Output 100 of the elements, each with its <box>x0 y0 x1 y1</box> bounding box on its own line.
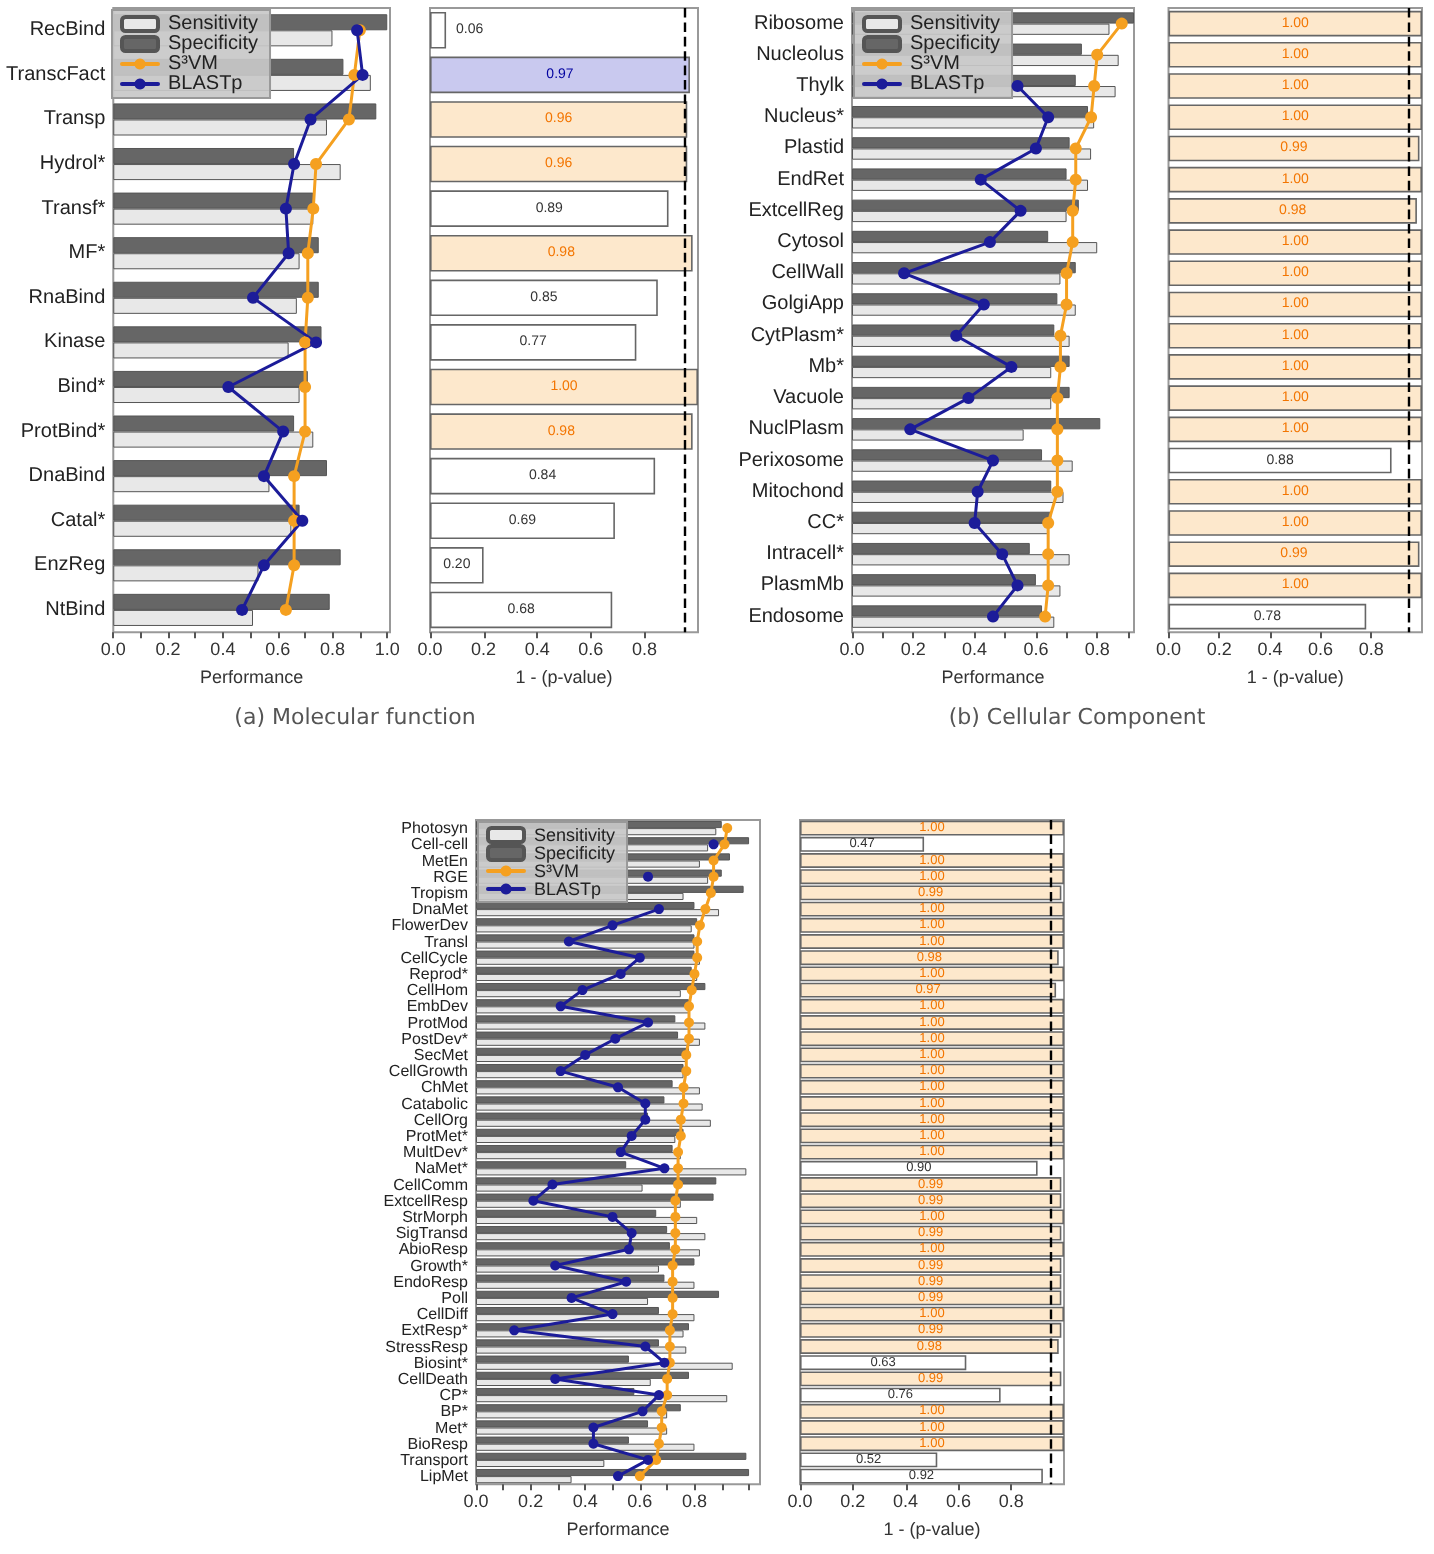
x-tick-label: 0.4 <box>962 639 988 660</box>
x-tick-label: 0.2 <box>155 639 181 660</box>
legend-label: Sensitivity <box>534 825 617 845</box>
y-tick-label: TranscFact <box>6 63 106 86</box>
x-tick-label: 1.0 <box>374 639 400 660</box>
x-axis-title: 1 - (p-value) <box>883 1519 981 1539</box>
y-tick-label: PostDev* <box>401 1029 468 1048</box>
y-tick-label: RnaBind <box>28 286 106 309</box>
y-tick-label: AbioResp <box>398 1240 470 1259</box>
legend-label: S³VM <box>910 53 960 75</box>
y-tick-label: ProtMod <box>407 1013 468 1032</box>
y-tick-label: CellComm <box>393 1175 469 1194</box>
y-tick-label: BP* <box>440 1402 468 1421</box>
y-tick-label: Intracell* <box>766 543 845 566</box>
x-tick-label: 0.8 <box>998 1491 1024 1512</box>
y-tick-label: SecMet <box>413 1045 470 1064</box>
x-tick-label: 0.4 <box>210 639 236 660</box>
y-tick-label: StressResp <box>385 1337 470 1356</box>
y-tick-label: Nucleus* <box>763 106 845 129</box>
x-axis-title: 1 - (p-value) <box>515 667 613 687</box>
y-tick-label: Photosyn <box>401 819 468 838</box>
x-tick-label: 0.6 <box>265 639 291 660</box>
y-tick-label: EndRet <box>777 168 845 191</box>
y-tick-label: PlasmMb <box>760 574 845 597</box>
x-tick-label: 0.2 <box>1206 639 1232 660</box>
y-tick-label: Mb* <box>808 355 845 378</box>
y-tick-label: ProtMet* <box>405 1126 468 1145</box>
legend-label: BLASTp <box>910 73 986 95</box>
y-tick-label: StrMorph <box>402 1207 468 1226</box>
y-tick-label: RecBind <box>29 19 106 42</box>
y-tick-label: Endosome <box>748 605 845 628</box>
y-tick-label: LipMet <box>419 1467 470 1486</box>
y-tick-label: Poll <box>441 1288 469 1307</box>
legend-label: Sensitivity <box>910 13 1001 35</box>
x-tick-label: 0.0 <box>100 639 126 660</box>
x-tick-label: 0.8 <box>631 639 657 660</box>
text: (b) Cellular Component <box>946 704 1208 730</box>
x-tick-label: 0.2 <box>518 1491 544 1512</box>
legend-label: Sensitivity <box>168 13 259 35</box>
x-axis-title: Performance <box>566 1519 670 1539</box>
y-tick-label: Cytosol <box>777 231 844 254</box>
y-tick-label: ExtResp* <box>401 1321 468 1340</box>
y-tick-label: Transp <box>43 108 107 131</box>
y-tick-label: DnaBind <box>28 465 106 488</box>
y-tick-label: FlowerDev <box>391 916 468 935</box>
x-tick-label: 0.4 <box>1257 639 1283 660</box>
x-tick-label: 0.6 <box>1023 639 1049 660</box>
x-tick-label: 0.6 <box>945 1491 971 1512</box>
y-tick-label: Bind* <box>57 375 106 398</box>
y-tick-label: BioResp <box>407 1434 470 1453</box>
y-tick-label: MultDev* <box>403 1143 468 1162</box>
x-tick-label: 0.8 <box>681 1491 707 1512</box>
y-tick-label: Transl <box>424 932 469 951</box>
legend-label: BLASTp <box>168 73 244 95</box>
y-tick-label: Plastid <box>783 137 844 160</box>
y-tick-label: CytPlasm* <box>750 324 845 347</box>
y-tick-label: Reprod* <box>409 964 468 983</box>
y-tick-label: CellCycle <box>400 948 470 967</box>
y-tick-label: MF* <box>68 242 106 265</box>
x-tick-label: 0.8 <box>1084 639 1110 660</box>
y-tick-label: Vacuole <box>773 387 845 410</box>
x-tick-label: 0.8 <box>319 639 345 660</box>
y-tick-label: CellHom <box>406 981 469 1000</box>
y-tick-label: ExtcellReg <box>748 199 844 222</box>
text: (a) Molecular function <box>232 704 478 730</box>
y-tick-label: RGE <box>433 867 468 886</box>
x-tick-label: 0.4 <box>572 1491 598 1512</box>
legend-label: Specificity <box>910 33 1001 55</box>
x-tick-label: 0.4 <box>524 639 550 660</box>
legend-label: S³VM <box>534 861 579 881</box>
x-axis-title: Performance <box>200 667 304 687</box>
y-tick-label: Nucleolus <box>756 43 844 66</box>
x-tick-label: 0.2 <box>840 1491 866 1512</box>
y-tick-label: GolgiApp <box>761 293 845 316</box>
y-tick-label: Transport <box>400 1450 470 1469</box>
y-tick-label: CellWall <box>771 262 844 285</box>
y-tick-label: NtBind <box>45 598 106 621</box>
y-tick-label: Tropism <box>410 883 469 902</box>
y-tick-label: ChMet <box>420 1078 470 1097</box>
x-tick-label: 0.2 <box>471 639 497 660</box>
legend-label: Specificity <box>168 33 259 55</box>
y-tick-label: NuclPlasm <box>748 418 844 441</box>
y-tick-label: Kinase <box>44 331 107 354</box>
legend-label: Specificity <box>534 843 617 863</box>
x-tick-label: 0.0 <box>1156 639 1182 660</box>
y-tick-label: EndoResp <box>393 1272 470 1291</box>
y-tick-label: Biosint* <box>413 1353 468 1372</box>
y-tick-label: CellDiff <box>416 1305 470 1324</box>
x-tick-label: 0.2 <box>900 639 926 660</box>
y-tick-label: MetEn <box>421 851 468 870</box>
x-tick-label: 0.0 <box>787 1491 813 1512</box>
y-tick-label: ExtcellResp <box>383 1191 470 1210</box>
y-tick-label: ProtBind* <box>20 420 106 443</box>
legend-label: BLASTp <box>534 879 602 899</box>
y-tick-label: Catal* <box>50 509 106 532</box>
y-tick-label: Perixosome <box>738 449 845 472</box>
x-tick-label: 0.6 <box>627 1491 653 1512</box>
y-tick-label: Met* <box>435 1418 468 1437</box>
y-tick-label: CP* <box>439 1386 468 1405</box>
y-tick-label: Ribosome <box>753 12 845 35</box>
